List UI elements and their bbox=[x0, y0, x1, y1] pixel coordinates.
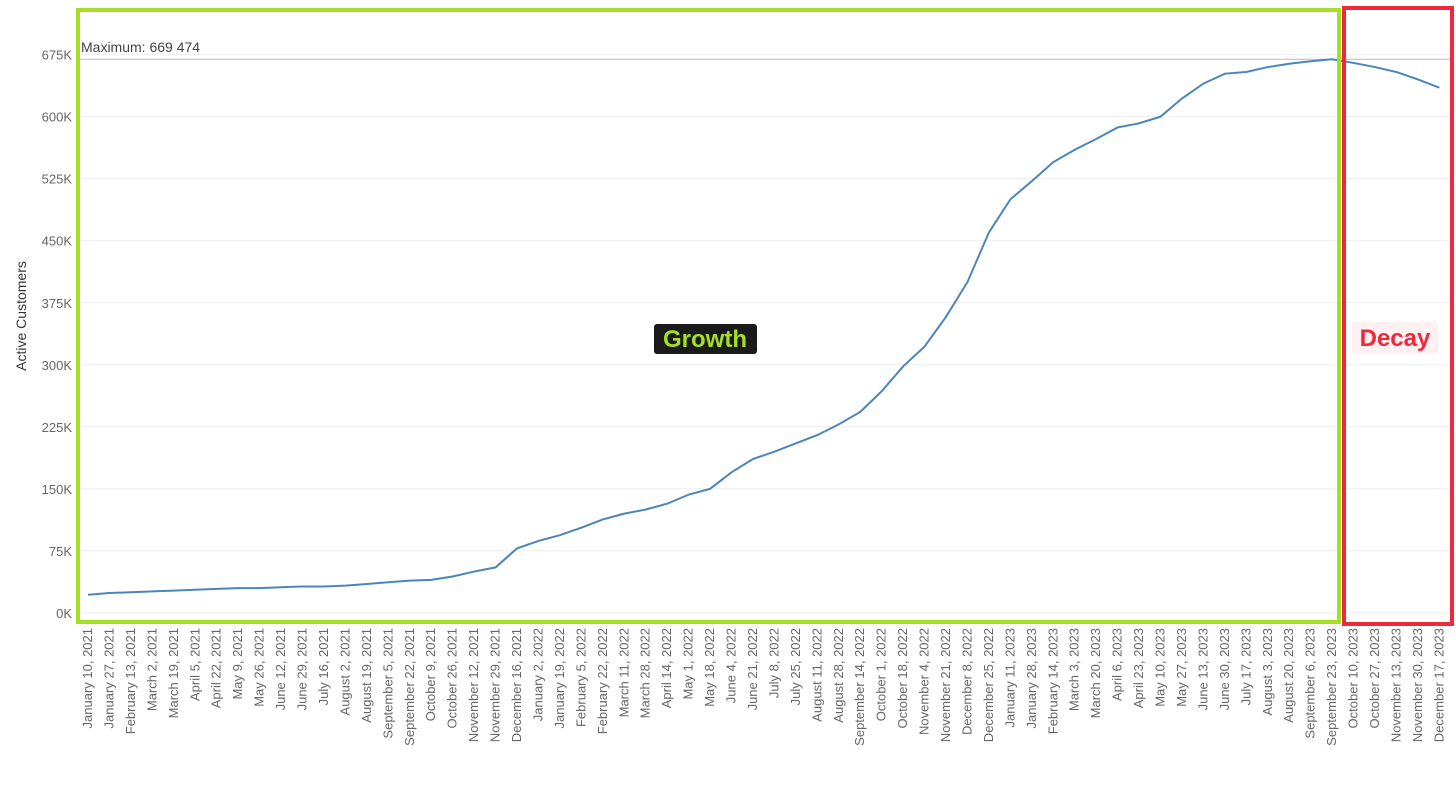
x-tick-label: December 8, 2022 bbox=[959, 628, 974, 735]
x-tick-label: April 23, 2023 bbox=[1131, 628, 1146, 708]
y-tick-label: 675K bbox=[42, 48, 73, 63]
x-tick-label: July 17, 2023 bbox=[1238, 628, 1253, 705]
x-tick-label: May 9, 2021 bbox=[230, 628, 245, 700]
x-tick-label: February 5, 2022 bbox=[573, 628, 588, 727]
x-tick-label: August 20, 2023 bbox=[1281, 628, 1296, 723]
x-tick-label: March 2, 2021 bbox=[144, 628, 159, 711]
x-tick-label: January 27, 2021 bbox=[101, 628, 116, 728]
x-tick-label: October 18, 2022 bbox=[895, 628, 910, 728]
x-tick-label: January 11, 2023 bbox=[1002, 628, 1017, 728]
x-tick-label: April 14, 2022 bbox=[659, 628, 674, 708]
x-tick-label: May 27, 2023 bbox=[1174, 628, 1189, 707]
x-tick-label: March 3, 2023 bbox=[1067, 628, 1082, 711]
region-box bbox=[76, 8, 1341, 624]
x-tick-label: March 20, 2023 bbox=[1088, 628, 1103, 718]
x-tick-label: June 12, 2021 bbox=[273, 628, 288, 710]
x-tick-label: May 26, 2021 bbox=[252, 628, 267, 707]
x-tick-label: November 4, 2022 bbox=[917, 628, 932, 735]
x-tick-label: September 23, 2023 bbox=[1324, 628, 1339, 746]
y-tick-label: 300K bbox=[42, 358, 73, 373]
x-tick-label: August 11, 2022 bbox=[809, 628, 824, 722]
x-tick-label: November 13, 2023 bbox=[1388, 628, 1403, 742]
y-tick-label: 450K bbox=[42, 234, 73, 249]
x-tick-label: April 22, 2021 bbox=[209, 628, 224, 708]
x-tick-label: February 22, 2022 bbox=[595, 628, 610, 734]
x-tick-label: October 1, 2022 bbox=[874, 628, 889, 721]
y-tick-label: 225K bbox=[42, 420, 73, 435]
x-tick-label: December 25, 2022 bbox=[981, 628, 996, 742]
x-tick-label: January 28, 2023 bbox=[1024, 628, 1039, 728]
x-tick-label: March 19, 2021 bbox=[166, 628, 181, 718]
y-tick-label: 600K bbox=[42, 110, 73, 125]
x-tick-label: November 21, 2022 bbox=[938, 628, 953, 742]
x-tick-label: May 1, 2022 bbox=[681, 628, 696, 700]
y-tick-label: 75K bbox=[49, 544, 72, 559]
x-tick-label: January 10, 2021 bbox=[80, 628, 95, 728]
decay-label: Decay bbox=[1360, 325, 1431, 352]
x-tick-label: June 13, 2023 bbox=[1195, 628, 1210, 710]
x-tick-label: March 11, 2022 bbox=[616, 628, 631, 717]
x-tick-label: August 2, 2021 bbox=[337, 628, 352, 715]
x-tick-label: August 3, 2023 bbox=[1260, 628, 1275, 715]
x-tick-label: December 17, 2023 bbox=[1431, 628, 1446, 742]
y-axis-title: Active Customers bbox=[13, 261, 29, 371]
x-tick-label: February 14, 2023 bbox=[1045, 628, 1060, 734]
x-tick-label: October 9, 2021 bbox=[423, 628, 438, 721]
y-tick-label: 150K bbox=[42, 482, 73, 497]
reference-label: Maximum: 669 474 bbox=[81, 39, 200, 55]
x-tick-label: August 28, 2022 bbox=[831, 628, 846, 723]
region-box bbox=[1342, 6, 1454, 626]
growth-label-bg bbox=[654, 324, 757, 354]
x-tick-label: June 4, 2022 bbox=[724, 628, 739, 703]
y-tick-label: 0K bbox=[56, 606, 72, 621]
x-tick-label: April 5, 2021 bbox=[187, 628, 202, 701]
y-tick-label: 375K bbox=[42, 296, 73, 311]
x-tick-label: November 29, 2021 bbox=[488, 628, 503, 742]
x-tick-label: June 30, 2023 bbox=[1217, 628, 1232, 710]
x-tick-label: September 22, 2021 bbox=[402, 628, 417, 746]
x-tick-label: March 28, 2022 bbox=[638, 628, 653, 718]
x-tick-label: June 21, 2022 bbox=[745, 628, 760, 710]
x-tick-label: January 19, 2022 bbox=[552, 628, 567, 728]
x-tick-label: July 16, 2021 bbox=[316, 628, 331, 705]
x-tick-label: February 13, 2021 bbox=[123, 628, 138, 734]
x-tick-label: November 12, 2021 bbox=[466, 628, 481, 742]
x-tick-label: September 6, 2023 bbox=[1303, 628, 1318, 739]
x-tick-label: June 29, 2021 bbox=[295, 628, 310, 710]
x-tick-label: January 2, 2022 bbox=[530, 628, 545, 721]
x-tick-label: October 27, 2023 bbox=[1367, 628, 1382, 728]
x-tick-label: July 8, 2022 bbox=[766, 628, 781, 698]
data-line bbox=[87, 58, 1440, 596]
x-tick-label: October 10, 2023 bbox=[1346, 628, 1361, 728]
x-tick-label: May 18, 2022 bbox=[702, 628, 717, 707]
y-tick-label: 525K bbox=[42, 172, 73, 187]
x-tick-label: December 16, 2021 bbox=[509, 628, 524, 742]
x-tick-label: November 30, 2023 bbox=[1410, 628, 1425, 742]
x-tick-label: October 26, 2021 bbox=[445, 628, 460, 728]
x-tick-label: April 6, 2023 bbox=[1110, 628, 1125, 701]
x-tick-label: September 14, 2022 bbox=[852, 628, 867, 746]
x-tick-label: August 19, 2021 bbox=[359, 628, 374, 723]
growth-label: Growth bbox=[663, 326, 747, 353]
x-tick-label: July 25, 2022 bbox=[788, 628, 803, 705]
decay-label-bg bbox=[1352, 322, 1438, 354]
x-tick-label: May 10, 2023 bbox=[1153, 628, 1168, 707]
x-tick-label: September 5, 2021 bbox=[380, 628, 395, 739]
